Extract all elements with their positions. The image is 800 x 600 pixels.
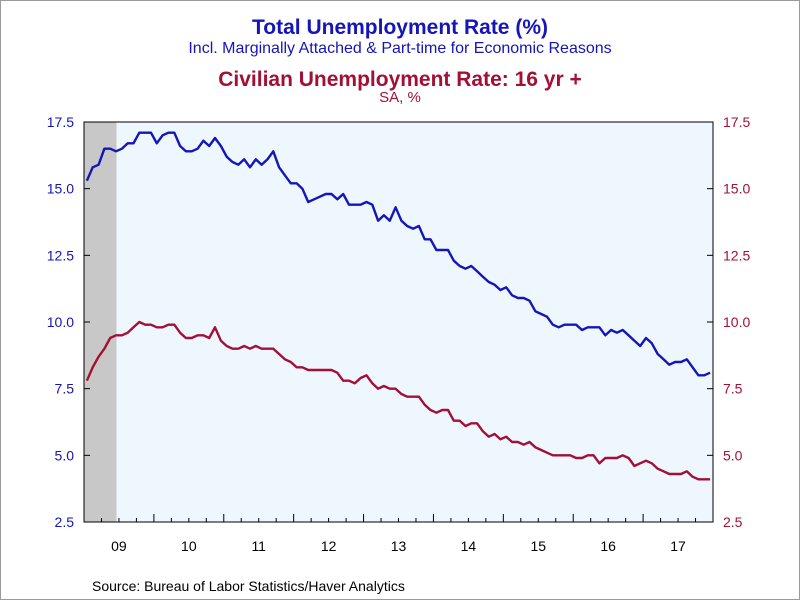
y-tick-label-right: 12.5 xyxy=(723,247,750,263)
x-tick-label: 17 xyxy=(670,538,686,554)
y-tick-label-left: 12.5 xyxy=(47,247,74,263)
plot-area xyxy=(84,122,713,522)
series-line-total-unemployment xyxy=(85,131,711,377)
chart-title: Total Unemployment Rate (%) xyxy=(252,16,548,39)
x-tick-label: 10 xyxy=(181,538,197,554)
y-tick-label-right: 5.0 xyxy=(723,447,743,463)
y-tick-label-right: 2.5 xyxy=(723,514,743,530)
chart-title-2: Civilian Unemployment Rate: 16 yr + xyxy=(218,68,582,91)
y-tick-label-right: 17.5 xyxy=(723,114,750,130)
y-tick-label-right: 10.0 xyxy=(723,314,750,330)
x-tick-label: 11 xyxy=(251,538,266,554)
y-tick-label-right: 15.0 xyxy=(723,181,750,197)
y-tick-label-left: 10.0 xyxy=(47,314,74,330)
x-tick-label: 14 xyxy=(461,538,477,554)
x-tick-label: 15 xyxy=(530,538,546,554)
x-tick-label: 09 xyxy=(111,538,127,554)
source-note: Source: Bureau of Labor Statistics/Haver… xyxy=(92,578,405,594)
chart-subtitle-2: SA, % xyxy=(379,89,421,106)
x-tick-label: 12 xyxy=(321,538,337,554)
y-tick-label-left: 2.5 xyxy=(55,514,75,530)
x-tick-label: 13 xyxy=(391,538,407,554)
series-line-civilian-unemployment xyxy=(85,320,711,481)
y-tick-label-left: 17.5 xyxy=(47,114,74,130)
chart-subtitle: Incl. Marginally Attached & Part-time fo… xyxy=(188,40,612,57)
y-tick-label-left: 15.0 xyxy=(47,181,74,197)
y-tick-label-right: 7.5 xyxy=(723,381,743,397)
y-tick-label-left: 7.5 xyxy=(55,381,75,397)
x-tick-label: 16 xyxy=(600,538,616,554)
y-tick-label-left: 5.0 xyxy=(55,447,75,463)
